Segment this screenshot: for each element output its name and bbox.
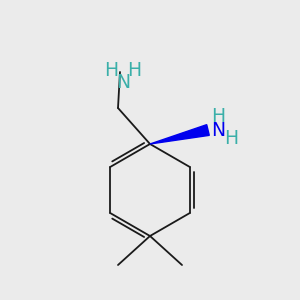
Text: N: N bbox=[211, 121, 225, 140]
Polygon shape bbox=[150, 125, 209, 144]
Text: H: H bbox=[224, 128, 238, 148]
Text: H: H bbox=[127, 61, 141, 80]
Text: N: N bbox=[116, 74, 130, 92]
Text: H: H bbox=[104, 61, 118, 80]
Text: H: H bbox=[211, 107, 225, 127]
